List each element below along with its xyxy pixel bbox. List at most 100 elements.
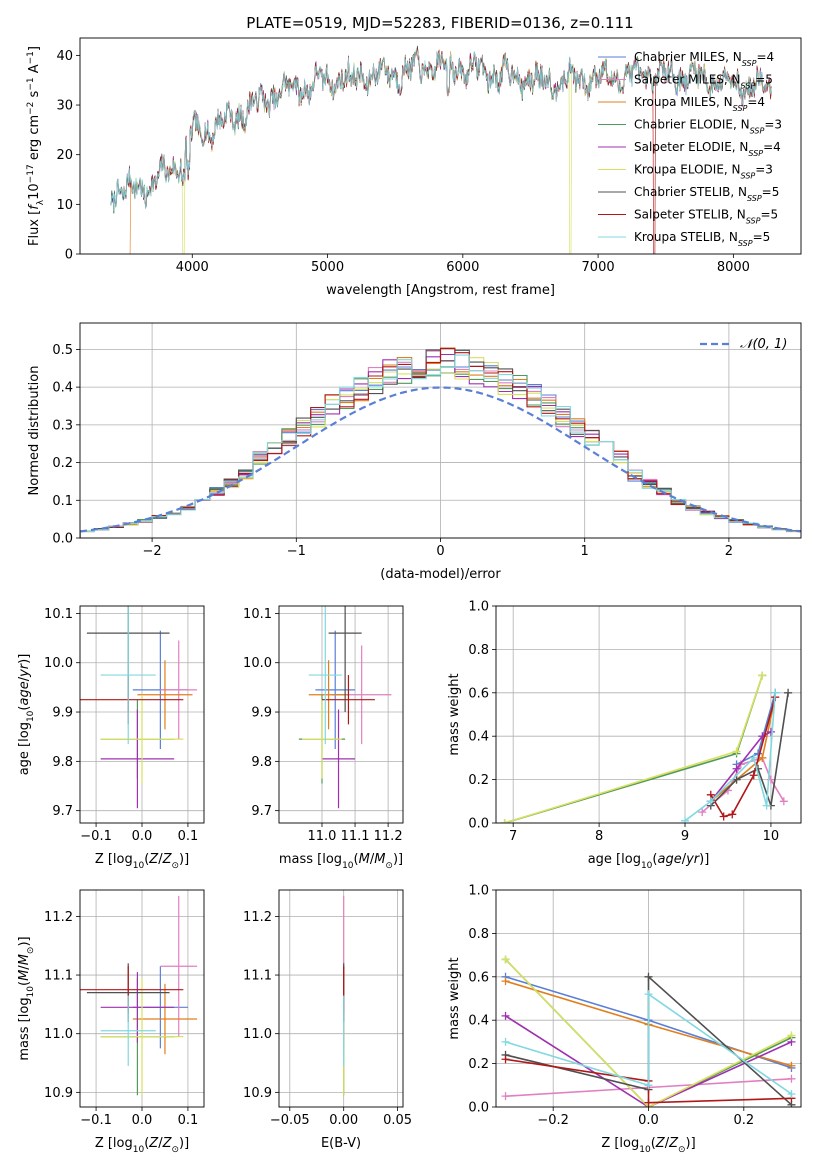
- panel-age-vs-Z: −0.1 0.0 0.1 9.7 9.8 9.9 10.0 10.1 Z [log10(Z/Z⊙…: [17, 605, 205, 871]
- x-tick-label: 10: [763, 829, 780, 844]
- weight-marker-series-4: [766, 727, 775, 736]
- x-tick-label: 0.1: [178, 1113, 199, 1128]
- y-tick-label: 10.1: [44, 607, 73, 622]
- weight-marker-series-6: [784, 688, 793, 697]
- x-tick-label: 9: [681, 829, 689, 844]
- weight-marker-series-7: [728, 810, 737, 819]
- y-tick-label: 0.4: [468, 730, 489, 745]
- x-axis-label: (data-model)/error: [380, 567, 501, 582]
- weight-line-series-2: [710, 696, 776, 802]
- axes-frame: [495, 889, 802, 1108]
- x-axis-label: mass [log10(M/M⊙)]: [279, 852, 403, 871]
- errorbar-point-series-2: [132, 983, 198, 1055]
- weight-marker-series-2: [758, 753, 767, 762]
- weight-marker-series-2: [787, 1061, 796, 1070]
- x-tick-label: 5000: [311, 260, 344, 275]
- y-tick-label: 11.0: [44, 1027, 73, 1042]
- legend-label-1: Salpeter MILES, NSSP=5: [634, 73, 773, 91]
- y-axis-label: mass weight: [447, 957, 462, 1039]
- y-tick-label: 0.3: [52, 418, 73, 433]
- y-tick-label: 10.9: [243, 1086, 272, 1101]
- y-tick-label: 9.9: [251, 706, 272, 721]
- x-tick-label: 0.0: [132, 829, 153, 844]
- plot-area: [110, 45, 772, 254]
- x-axis-label: age [log10(age/yr)]: [588, 852, 710, 871]
- axes-frame: [79, 605, 205, 824]
- weight-marker-series-7: [749, 771, 758, 780]
- histogram-series-8: [80, 354, 801, 538]
- y-tick-label: 0.8: [468, 927, 489, 942]
- x-tick-label: 4000: [176, 260, 209, 275]
- x-tick-label: 11.0: [308, 829, 337, 844]
- y-tick-label: 0: [65, 248, 73, 263]
- y-tick-label: 0.5: [52, 343, 73, 358]
- weight-marker-series-8: [706, 797, 715, 806]
- panel-mass-vs-Z: −0.1 0.0 0.1 10.9 11.0 11.1 11.2 Z [log10(Z/Z⊙)…: [17, 889, 205, 1155]
- weight-marker-series-6: [644, 972, 653, 981]
- plot-area: [500, 671, 793, 823]
- x-tick-label: −1: [287, 544, 306, 559]
- y-axis-label: age [log10(age/yr)]: [17, 654, 36, 776]
- y-tick-label: 0.0: [468, 1101, 489, 1116]
- axes-frame: [79, 37, 802, 255]
- plot-area: [501, 955, 796, 1107]
- y-axis-label: mass weight: [447, 673, 462, 755]
- figure-title: PLATE=0519, MJD=52283, FIBERID=0136, z=0…: [246, 14, 633, 32]
- x-tick-label: 11.1: [341, 829, 370, 844]
- y-tick-label: 11.1: [243, 969, 272, 984]
- x-tick-label: 0.0: [132, 1113, 153, 1128]
- x-axis-label: Z [log10(Z/Z⊙)]: [95, 852, 189, 871]
- x-axis-label: Z [log10(Z/Z⊙)]: [601, 1136, 695, 1155]
- y-tick-label: 0.4: [52, 381, 73, 396]
- x-tick-label: 0.0: [638, 1113, 659, 1128]
- axes-frame: [79, 889, 205, 1108]
- y-tick-label: 30: [56, 99, 73, 114]
- x-tick-label: 8000: [717, 260, 750, 275]
- panel-spectrum: 4000 5000 6000 7000 8000 0 10 20 30 40 Chabrier MI…: [26, 37, 802, 298]
- weight-marker-series-8: [771, 688, 780, 697]
- y-tick-label: 0.2: [468, 773, 489, 788]
- legend-label-0: Chabrier MILES, NSSP=4: [634, 50, 774, 68]
- weight-line-series-8: [505, 992, 792, 1095]
- legend-label-4: Salpeter ELODIE, NSSP=4: [634, 140, 781, 158]
- y-tick-label: 0.0: [52, 532, 73, 547]
- y-tick-label: 11.0: [243, 1027, 272, 1042]
- x-tick-label: 11.2: [374, 829, 403, 844]
- legend-label-6: Chabrier STELIB, NSSP=5: [634, 185, 779, 203]
- panel-weight-vs-age: 7 8 9 10 0.0 0.2 0.4 0.6 0.8 1.0 age [log10(age/yr…: [447, 600, 802, 871]
- weight-marker-series-1: [501, 1092, 510, 1101]
- plot-area: [80, 606, 198, 809]
- x-tick-label: 0.2: [733, 1113, 754, 1128]
- y-tick-label: 11.1: [44, 969, 73, 984]
- y-tick-label: 9.8: [52, 755, 73, 770]
- y-tick-label: 0.8: [468, 643, 489, 658]
- x-tick-label: 1: [581, 544, 589, 559]
- legend-label-7: Salpeter STELIB, NSSP=5: [634, 208, 778, 226]
- x-tick-label: 8: [595, 829, 603, 844]
- legend-label-2: Kroupa MILES, NSSP=4: [634, 95, 765, 113]
- weight-marker-series-8: [749, 753, 758, 762]
- axes-frame: [495, 605, 802, 824]
- errorbar-point-series-2: [137, 660, 193, 730]
- x-tick-label: −0.1: [80, 829, 112, 844]
- errorbar-point-series-4: [100, 709, 175, 809]
- weight-marker-series-7: [644, 1098, 653, 1107]
- y-tick-label: 10.0: [44, 656, 73, 671]
- weight-marker-series-5: [500, 819, 509, 823]
- x-tick-label: 6000: [446, 260, 479, 275]
- legend-label-gaussian: 𝒩(0, 1): [740, 337, 787, 352]
- spectrum-line-series-8: [110, 49, 772, 212]
- y-tick-label: 20: [56, 148, 73, 163]
- weight-marker-series-8: [762, 801, 771, 810]
- errorbar-point-series-8: [308, 606, 342, 745]
- axes-frame: [79, 322, 802, 539]
- x-tick-label: 0: [436, 544, 444, 559]
- y-tick-label: 9.7: [251, 804, 272, 819]
- y-tick-label: 0.1: [52, 494, 73, 509]
- panel-weight-vs-Z: −0.2 0.0 0.2 0.0 0.2 0.4 0.6 0.8 1.0 Z [log10(Z/Z…: [447, 884, 802, 1155]
- weight-marker-series-1: [779, 797, 788, 806]
- y-tick-label: 0.0: [468, 817, 489, 832]
- weight-marker-series-5: [501, 955, 510, 964]
- weight-line-series-5: [504, 958, 792, 1107]
- axes-frame: [278, 889, 404, 1108]
